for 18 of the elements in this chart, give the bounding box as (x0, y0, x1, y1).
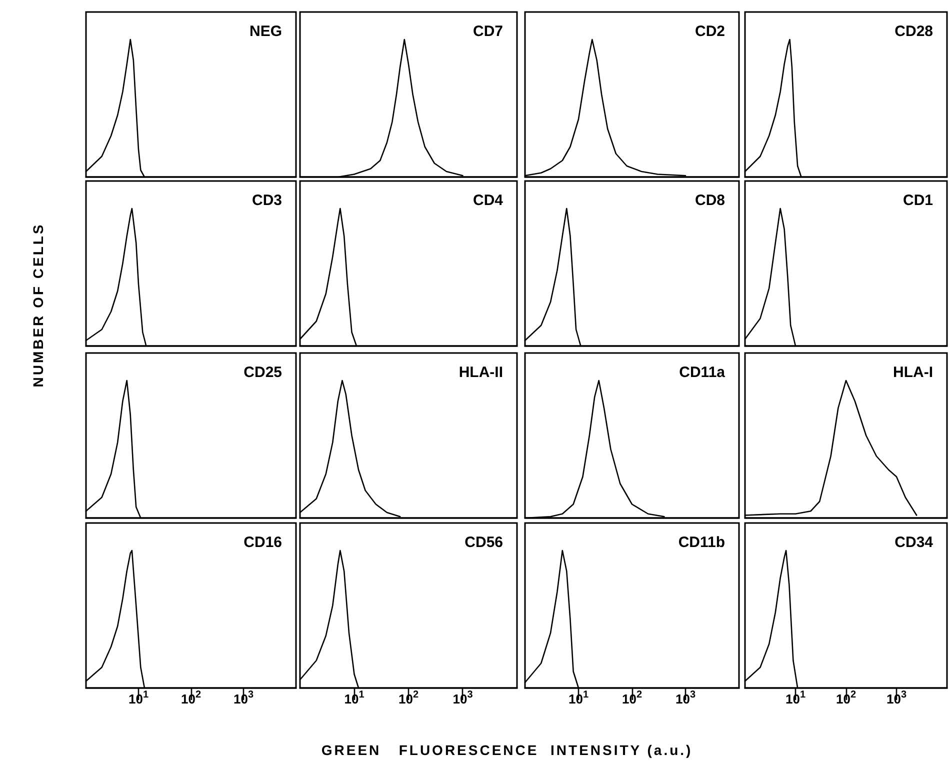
chart-title: NEG (249, 23, 282, 40)
chart-title: CD7 (472, 23, 504, 40)
x-axis-title: GREEN FLUORESCENCE INTENSITY (a.u.) (321, 742, 693, 758)
chart-title: CD3 (252, 192, 282, 209)
chart-title: CD4 (472, 192, 504, 209)
chart-title: CD16 (244, 534, 282, 551)
y-axis-title: NUMBER OF CELLS (30, 222, 46, 388)
chart-title: CD2 (694, 23, 726, 40)
chart-title: CD1 (902, 192, 934, 209)
chart-title: CD28 (894, 23, 934, 40)
chart-title: CD25 (244, 364, 282, 381)
chart-title: CD8 (694, 192, 726, 209)
chart-title: HLA-I (893, 364, 934, 381)
chart-title: CD11a (679, 364, 726, 381)
chart-title: CD11b (678, 534, 726, 551)
chart-title: CD34 (894, 534, 934, 551)
chart-title: HLA-II (458, 364, 504, 381)
chart-title: CD56 (464, 534, 504, 551)
